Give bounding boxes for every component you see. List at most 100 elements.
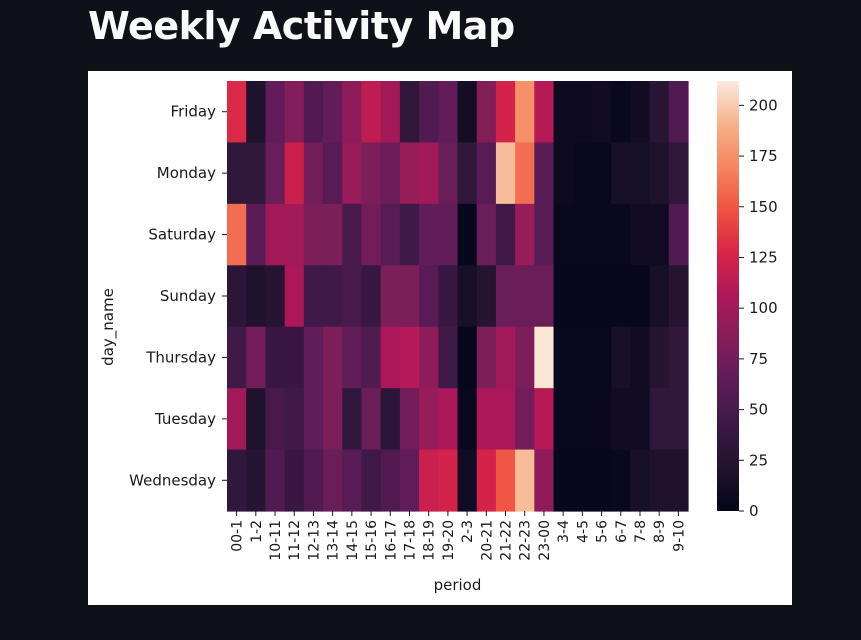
heatmap-cell-thursday-19-20: Thursday 19-20: 45 bbox=[438, 326, 459, 389]
heatmap-cell-sunday-12-13: Sunday 12-13: 45 bbox=[303, 265, 324, 328]
heatmap-cell-friday-4-5: Friday 4-5: 8 bbox=[572, 81, 593, 144]
heatmap-cell-tuesday-5-6: Tuesday 5-6: 5 bbox=[591, 388, 612, 451]
heatmap-cell-wednesday-4-5: Wednesday 4-5: 3 bbox=[572, 449, 593, 512]
heatmap-cell-tuesday-13-14: Tuesday 13-14: 80 bbox=[323, 388, 343, 451]
heatmap-cell-wednesday-14-15: Wednesday 14-15: 60 bbox=[342, 449, 363, 512]
y-tick-label: Wednesday bbox=[129, 471, 216, 489]
heatmap-cell-thursday-22-23: Thursday 22-23: 80 bbox=[515, 326, 535, 389]
heatmap-cell-sunday-3-4: Sunday 3-4: 3 bbox=[553, 265, 574, 328]
heatmap-cell-friday-6-7: Friday 6-7: 5 bbox=[611, 81, 631, 144]
heatmap-cell-friday-19-20: Friday 19-20: 65 bbox=[438, 81, 459, 144]
heatmap-cell-saturday-9-10: Saturday 9-10: 55 bbox=[668, 203, 689, 266]
heatmap-cell-friday-3-4: Friday 3-4: 8 bbox=[553, 81, 574, 144]
heatmap-cell-saturday-8-9: Saturday 8-9: 10 bbox=[649, 203, 670, 266]
heatmap-cell-saturday-18-19: Saturday 18-19: 65 bbox=[419, 203, 439, 266]
heatmap-cell-friday-20-21: Friday 20-21: 85 bbox=[476, 81, 497, 144]
heatmap-cell-wednesday-6-7: Wednesday 6-7: 5 bbox=[611, 449, 631, 512]
heatmap-cell-sunday-1-2: Sunday 1-2: 20 bbox=[246, 265, 267, 328]
heatmap-cell-friday-15-16: Friday 15-16: 115 bbox=[361, 81, 382, 144]
heatmap-cell-friday-7-8: Friday 7-8: 10 bbox=[630, 81, 651, 144]
heatmap-cell-monday-6-7: Monday 6-7: 15 bbox=[611, 142, 631, 205]
heatmap-cell-saturday-21-22: Saturday 21-22: 45 bbox=[495, 203, 516, 266]
heatmap-cell-saturday-00-1: Saturday 00-1: 160 bbox=[227, 203, 247, 266]
heatmap-cell-monday-22-23: Monday 22-23: 160 bbox=[515, 142, 535, 205]
heatmap-cell-tuesday-7-8: Tuesday 7-8: 10 bbox=[630, 388, 651, 451]
x-tick-label: 17-18 bbox=[402, 520, 418, 561]
heatmap-cell-wednesday-16-17: Wednesday 16-17: 55 bbox=[380, 449, 401, 512]
heatmap-cell-monday-2-3: Monday 2-3: 35 bbox=[457, 142, 478, 205]
x-tick-label: 4-5 bbox=[575, 520, 591, 543]
heatmap-cell-tuesday-10-11: Tuesday 10-11: 50 bbox=[265, 388, 286, 451]
heatmap-cell-thursday-13-14: Thursday 13-14: 80 bbox=[323, 326, 343, 389]
heatmap-cell-thursday-8-9: Thursday 8-9: 25 bbox=[649, 326, 670, 389]
heatmap-cell-sunday-13-14: Sunday 13-14: 45 bbox=[323, 265, 343, 328]
heatmap-cell-friday-9-10: Friday 9-10: 55 bbox=[668, 81, 689, 144]
heatmap-cell-friday-16-17: Friday 16-17: 100 bbox=[380, 81, 401, 144]
heatmap-cell-wednesday-2-3: Wednesday 2-3: 10 bbox=[457, 449, 478, 512]
y-tick-label: Thursday bbox=[145, 348, 216, 366]
heatmap-cell-tuesday-12-13: Tuesday 12-13: 65 bbox=[303, 388, 324, 451]
heatmap-cell-friday-2-3: Friday 2-3: 12 bbox=[457, 81, 478, 144]
heatmap-cell-tuesday-23-00: Tuesday 23-00: 110 bbox=[534, 388, 555, 451]
heatmap-cell-monday-15-16: Monday 15-16: 80 bbox=[361, 142, 382, 205]
heatmap-cell-monday-4-5: Monday 4-5: 5 bbox=[572, 142, 593, 205]
heatmap-cell-wednesday-22-23: Wednesday 22-23: 195 bbox=[515, 449, 535, 512]
heatmap-cell-tuesday-16-17: Tuesday 16-17: 30 bbox=[380, 388, 401, 451]
x-tick-label: 00-1 bbox=[230, 520, 246, 552]
heatmap-cell-saturday-13-14: Saturday 13-14: 80 bbox=[323, 203, 343, 266]
heatmap-cell-thursday-4-5: Thursday 4-5: 5 bbox=[572, 326, 593, 389]
chart-figure: Friday 00-1: 130Friday 1-2: 20Friday 10-… bbox=[88, 71, 792, 605]
heatmap-cell-friday-14-15: Friday 14-15: 90 bbox=[342, 81, 363, 144]
heatmap-cell-saturday-12-13: Saturday 12-13: 80 bbox=[303, 203, 324, 266]
x-tick-label: 1-2 bbox=[249, 520, 265, 543]
colorbar-tick-label: 150 bbox=[749, 198, 778, 216]
heatmap-cell-saturday-10-11: Saturday 10-11: 100 bbox=[265, 203, 286, 266]
heatmap-cell-wednesday-1-2: Wednesday 1-2: 25 bbox=[246, 449, 267, 512]
heatmap-cell-wednesday-18-19: Wednesday 18-19: 120 bbox=[419, 449, 439, 512]
heatmap-cell-wednesday-12-13: Wednesday 12-13: 55 bbox=[303, 449, 324, 512]
heatmap-cell-thursday-7-8: Thursday 7-8: 10 bbox=[630, 326, 651, 389]
heatmap-cell-monday-11-12: Monday 11-12: 120 bbox=[284, 142, 305, 205]
heatmap-cell-thursday-11-12: Thursday 11-12: 40 bbox=[284, 326, 305, 389]
x-tick-label: 10-11 bbox=[268, 520, 284, 561]
x-tick-label: 16-17 bbox=[383, 520, 399, 561]
heatmap-cell-sunday-00-1: Sunday 00-1: 30 bbox=[227, 265, 247, 328]
heatmap-cell-saturday-3-4: Saturday 3-4: 5 bbox=[553, 203, 574, 266]
heatmap-cell-friday-11-12: Friday 11-12: 85 bbox=[284, 81, 305, 144]
heatmap-cell-monday-12-13: Monday 12-13: 75 bbox=[303, 142, 324, 205]
x-tick-label: 13-14 bbox=[326, 520, 342, 561]
heatmap-cell-tuesday-1-2: Tuesday 1-2: 20 bbox=[246, 388, 267, 451]
heatmap-cell-thursday-00-1: Thursday 00-1: 45 bbox=[227, 326, 247, 389]
heatmap-cell-friday-5-6: Friday 5-6: 10 bbox=[591, 81, 612, 144]
heatmap-cell-monday-8-9: Monday 8-9: 20 bbox=[649, 142, 670, 205]
heatmap-cell-saturday-20-21: Saturday 20-21: 70 bbox=[476, 203, 497, 266]
heatmap-cell-sunday-22-23: Sunday 22-23: 70 bbox=[515, 265, 535, 328]
heatmap-cell-thursday-6-7: Thursday 6-7: 15 bbox=[611, 326, 631, 389]
heatmap-cell-thursday-12-13: Thursday 12-13: 65 bbox=[303, 326, 324, 389]
heatmap-cell-friday-12-13: Friday 12-13: 55 bbox=[303, 81, 324, 144]
colorbar-tick-label: 100 bbox=[749, 299, 778, 317]
heatmap-cell-friday-22-23: Friday 22-23: 175 bbox=[515, 81, 535, 144]
heatmap-cell-thursday-16-17: Thursday 16-17: 105 bbox=[380, 326, 401, 389]
heatmap-cell-thursday-18-19: Thursday 18-19: 90 bbox=[419, 326, 439, 389]
heatmap-cell-monday-23-00: Monday 23-00: 60 bbox=[534, 142, 555, 205]
heatmap-cell-tuesday-3-4: Tuesday 3-4: 5 bbox=[553, 388, 574, 451]
heatmap-cell-thursday-5-6: Thursday 5-6: 5 bbox=[591, 326, 612, 389]
heatmap-cell-thursday-14-15: Thursday 14-15: 65 bbox=[342, 326, 363, 389]
heatmap-cell-saturday-5-6: Saturday 5-6: 5 bbox=[591, 203, 612, 266]
x-tick-label: 5-6 bbox=[595, 520, 611, 543]
heatmap-cell-sunday-7-8: Sunday 7-8: 3 bbox=[630, 265, 651, 328]
y-tick-label: Monday bbox=[157, 164, 216, 182]
x-tick-label: 8-9 bbox=[652, 520, 668, 543]
heatmap-cell-wednesday-00-1: Wednesday 00-1: 35 bbox=[227, 449, 247, 512]
heatmap-cell-tuesday-20-21: Tuesday 20-21: 105 bbox=[476, 388, 497, 451]
heatmap-cell-monday-3-4: Monday 3-4: 8 bbox=[553, 142, 574, 205]
heatmap-cell-monday-20-21: Monday 20-21: 60 bbox=[476, 142, 497, 205]
heatmap-cell-tuesday-18-19: Tuesday 18-19: 95 bbox=[419, 388, 439, 451]
heatmap-cell-tuesday-4-5: Tuesday 4-5: 5 bbox=[572, 388, 593, 451]
heatmap-cell-saturday-19-20: Saturday 19-20: 65 bbox=[438, 203, 459, 266]
y-tick-label: Saturday bbox=[148, 226, 216, 244]
heatmap-cell-saturday-6-7: Saturday 6-7: 5 bbox=[611, 203, 631, 266]
colorbar-ticks: 0 25 50 75 100 125 150 175 200 bbox=[739, 96, 778, 520]
heatmap-cell-sunday-4-5: Sunday 4-5: 3 bbox=[572, 265, 593, 328]
